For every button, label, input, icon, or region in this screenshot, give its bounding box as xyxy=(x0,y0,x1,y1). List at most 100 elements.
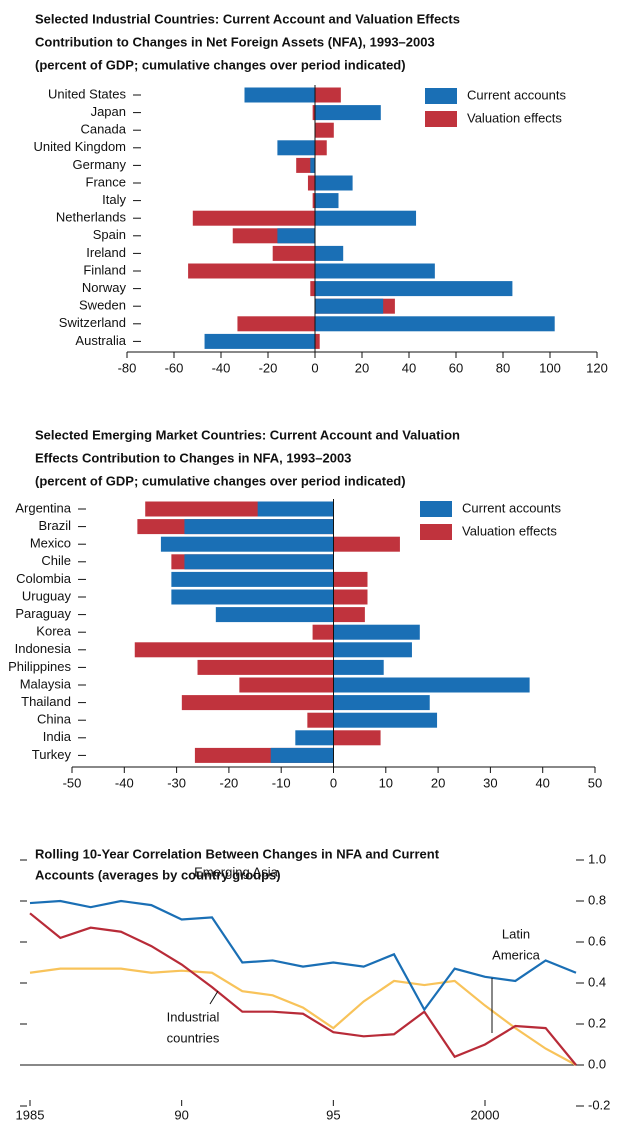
bar xyxy=(312,105,315,121)
chart-title: Selected Emerging Market Countries: Curr… xyxy=(35,427,460,442)
bar xyxy=(215,607,334,623)
x-tick-label: -80 xyxy=(118,360,137,375)
category-label: United States xyxy=(48,86,127,101)
x-tick-label: 10 xyxy=(379,775,393,790)
series-label: countries xyxy=(167,1030,220,1045)
series-line xyxy=(29,899,577,1012)
bar xyxy=(333,659,384,675)
x-tick-label: -20 xyxy=(259,360,278,375)
category-label: India xyxy=(43,729,72,744)
bar xyxy=(160,536,334,552)
series-label: America xyxy=(492,947,540,962)
bar xyxy=(257,501,334,517)
category-label: Finland xyxy=(83,262,126,277)
bar xyxy=(307,712,334,728)
bar xyxy=(181,695,334,711)
bar xyxy=(333,589,368,605)
series-line xyxy=(29,967,577,1066)
chart-title: Selected Industrial Countries: Current A… xyxy=(35,11,460,26)
category-label: Paraguay xyxy=(15,606,71,621)
legend-swatch xyxy=(425,88,457,104)
leader-line xyxy=(209,990,219,1005)
category-label: Thailand xyxy=(21,694,71,709)
bar xyxy=(315,193,339,209)
chart-title: Rolling 10-Year Correlation Between Chan… xyxy=(35,846,440,861)
bar xyxy=(171,571,334,587)
legend-swatch xyxy=(420,501,452,517)
y-tick-label: 0.6 xyxy=(588,933,606,948)
x-tick-label: 60 xyxy=(449,360,463,375)
category-label: Ireland xyxy=(86,245,126,260)
bar xyxy=(333,677,530,693)
bar xyxy=(333,712,438,728)
legend-label: Current accounts xyxy=(467,87,566,102)
x-tick-label: 1985 xyxy=(16,1107,45,1122)
bar xyxy=(270,747,334,763)
bar xyxy=(192,210,315,226)
x-tick-label: -40 xyxy=(212,360,231,375)
bar xyxy=(315,140,327,156)
category-label: Italy xyxy=(102,192,126,207)
bar xyxy=(239,677,334,693)
chart-title: Effects Contribution to Changes in NFA, … xyxy=(35,450,351,465)
legend-swatch xyxy=(420,524,452,540)
x-tick-label: -50 xyxy=(63,775,82,790)
bar xyxy=(244,87,315,103)
x-tick-label: -30 xyxy=(167,775,186,790)
x-tick-label: 30 xyxy=(483,775,497,790)
bar xyxy=(184,519,334,535)
category-label: Philippines xyxy=(8,659,71,674)
x-tick-label: -10 xyxy=(272,775,291,790)
category-label: Germany xyxy=(73,157,127,172)
category-label: China xyxy=(37,712,72,727)
x-tick-label: -20 xyxy=(220,775,239,790)
series-line xyxy=(29,912,577,1066)
chart-title: Contribution to Changes in Net Foreign A… xyxy=(35,34,435,49)
bar xyxy=(333,536,400,552)
bar xyxy=(315,175,353,191)
bar xyxy=(237,316,315,332)
category-label: Switzerland xyxy=(59,315,126,330)
legend-label: Current accounts xyxy=(462,500,561,515)
category-label: Korea xyxy=(36,624,71,639)
category-label: Colombia xyxy=(16,571,72,586)
bar xyxy=(315,122,334,138)
bar xyxy=(333,571,368,587)
category-label: Uruguay xyxy=(22,588,72,603)
bar xyxy=(333,642,412,658)
category-label: Malaysia xyxy=(20,676,72,691)
x-tick-label: -40 xyxy=(115,775,134,790)
category-label: France xyxy=(86,174,126,189)
category-label: Sweden xyxy=(79,298,126,313)
bar xyxy=(184,554,334,570)
legend-swatch xyxy=(425,111,457,127)
x-tick-label: 20 xyxy=(431,775,445,790)
chart-title: (percent of GDP; cumulative changes over… xyxy=(35,473,406,488)
x-tick-label: 0 xyxy=(330,775,337,790)
bar xyxy=(197,659,334,675)
bar xyxy=(315,87,341,103)
bar xyxy=(312,624,334,640)
bar xyxy=(315,298,384,314)
y-tick-label: 0.4 xyxy=(588,974,606,989)
category-label: Norway xyxy=(82,280,127,295)
legend-label: Valuation effects xyxy=(467,110,562,125)
series-label: Latin xyxy=(502,926,530,941)
chart-title: (percent of GDP; cumulative changes over… xyxy=(35,57,406,72)
bar xyxy=(333,730,381,746)
bar xyxy=(134,642,334,658)
category-label: Netherlands xyxy=(56,210,127,225)
chart-title: Accounts (averages by country groups) xyxy=(35,867,281,882)
category-label: Mexico xyxy=(30,536,71,551)
x-tick-label: -60 xyxy=(165,360,184,375)
x-tick-label: 95 xyxy=(326,1107,340,1122)
bar xyxy=(312,193,315,209)
y-tick-label: 0.0 xyxy=(588,1056,606,1071)
category-label: Japan xyxy=(91,104,126,119)
series-label: Emerging Asia xyxy=(194,864,279,879)
x-tick-label: 100 xyxy=(539,360,561,375)
category-label: Chile xyxy=(41,553,71,568)
bar xyxy=(333,607,365,623)
category-label: Spain xyxy=(93,227,126,242)
